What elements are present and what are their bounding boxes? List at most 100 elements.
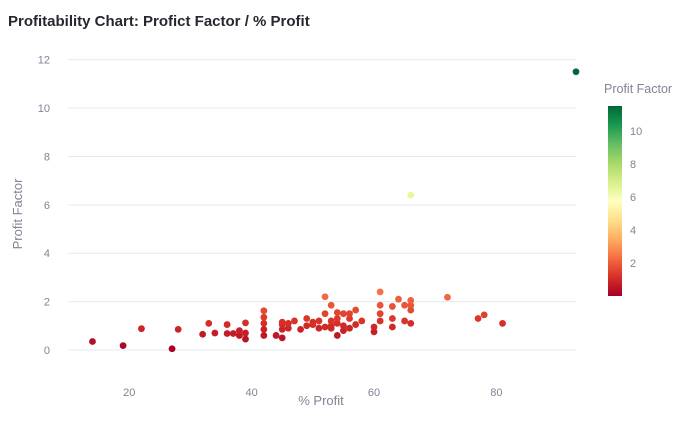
data-point[interactable] bbox=[401, 317, 409, 325]
data-point[interactable] bbox=[260, 319, 268, 327]
colorscale-bar bbox=[608, 106, 622, 296]
data-point[interactable] bbox=[407, 306, 415, 314]
data-point[interactable] bbox=[242, 335, 249, 343]
data-point[interactable] bbox=[376, 317, 384, 325]
data-point[interactable] bbox=[260, 326, 268, 333]
data-point[interactable] bbox=[223, 330, 231, 337]
data-point[interactable] bbox=[303, 322, 311, 330]
data-point[interactable] bbox=[321, 310, 329, 318]
y-tick-label: 2 bbox=[44, 297, 50, 309]
data-point[interactable] bbox=[199, 330, 207, 338]
legend-tick-label: 10 bbox=[630, 126, 642, 138]
data-point[interactable] bbox=[327, 301, 335, 309]
data-point[interactable] bbox=[205, 319, 213, 327]
y-axis-title: Profit Factor bbox=[10, 178, 25, 249]
x-axis-ticks: 20 40 60 80 bbox=[123, 387, 502, 399]
data-point[interactable] bbox=[401, 301, 409, 309]
data-point[interactable] bbox=[138, 325, 145, 333]
data-point[interactable] bbox=[321, 323, 329, 331]
data-point[interactable] bbox=[474, 315, 482, 322]
data-point[interactable] bbox=[174, 326, 182, 333]
data-point[interactable] bbox=[358, 317, 366, 325]
color-legend: Profit Factor 2 4 6 8 10 bbox=[604, 82, 672, 296]
data-point[interactable] bbox=[352, 306, 360, 314]
data-point[interactable] bbox=[388, 323, 396, 331]
y-tick-label: 10 bbox=[38, 103, 50, 115]
y-tick-label: 0 bbox=[44, 345, 50, 357]
data-point[interactable] bbox=[340, 310, 347, 318]
data-point[interactable] bbox=[242, 329, 249, 337]
legend-tick-label: 2 bbox=[630, 258, 636, 270]
chart-title: Profitability Chart: Profict Factor / % … bbox=[8, 13, 310, 30]
data-point[interactable] bbox=[119, 342, 127, 350]
data-point[interactable] bbox=[327, 317, 335, 325]
data-point[interactable] bbox=[235, 332, 243, 339]
data-point[interactable] bbox=[327, 322, 335, 330]
legend-tick-label: 8 bbox=[630, 159, 636, 171]
data-points[interactable] bbox=[89, 68, 580, 353]
data-point[interactable] bbox=[333, 315, 341, 322]
gridlines bbox=[68, 59, 576, 351]
data-point[interactable] bbox=[242, 319, 249, 327]
data-point[interactable] bbox=[321, 293, 329, 301]
data-point[interactable] bbox=[346, 324, 353, 332]
data-point[interactable] bbox=[480, 311, 488, 319]
x-tick-label: 80 bbox=[490, 387, 502, 399]
data-point[interactable] bbox=[278, 334, 286, 342]
data-point[interactable] bbox=[223, 321, 231, 328]
data-point[interactable] bbox=[407, 191, 415, 199]
data-point[interactable] bbox=[260, 313, 268, 321]
data-point[interactable] bbox=[395, 295, 402, 303]
data-point[interactable] bbox=[340, 322, 347, 330]
data-point[interactable] bbox=[346, 315, 353, 322]
data-point[interactable] bbox=[407, 301, 415, 309]
y-axis-ticks: 0 2 4 6 8 10 12 bbox=[38, 55, 50, 357]
data-point[interactable] bbox=[333, 332, 341, 339]
data-point[interactable] bbox=[309, 318, 317, 326]
data-point[interactable] bbox=[572, 68, 580, 76]
data-point[interactable] bbox=[388, 303, 396, 310]
x-tick-label: 40 bbox=[245, 387, 257, 399]
data-point[interactable] bbox=[303, 315, 311, 322]
data-point[interactable] bbox=[284, 319, 292, 327]
data-point[interactable] bbox=[370, 323, 378, 331]
y-tick-label: 6 bbox=[44, 200, 50, 212]
data-point[interactable] bbox=[444, 293, 451, 301]
data-point[interactable] bbox=[376, 301, 384, 309]
data-point[interactable] bbox=[291, 317, 298, 325]
data-point[interactable] bbox=[333, 309, 341, 316]
data-point[interactable] bbox=[235, 327, 243, 335]
data-point[interactable] bbox=[376, 288, 384, 296]
x-axis-title: % Profit bbox=[298, 393, 344, 408]
data-point[interactable] bbox=[284, 324, 292, 332]
data-point[interactable] bbox=[89, 338, 96, 345]
data-point[interactable] bbox=[370, 328, 378, 336]
data-point[interactable] bbox=[315, 324, 323, 332]
data-point[interactable] bbox=[333, 319, 341, 327]
data-point[interactable] bbox=[278, 318, 286, 326]
data-point[interactable] bbox=[407, 296, 415, 304]
data-point[interactable] bbox=[260, 307, 268, 315]
data-point[interactable] bbox=[297, 326, 304, 333]
data-point[interactable] bbox=[168, 345, 176, 353]
data-point[interactable] bbox=[352, 321, 360, 328]
data-point[interactable] bbox=[229, 330, 237, 337]
y-tick-label: 12 bbox=[38, 55, 50, 67]
data-point[interactable] bbox=[340, 327, 347, 335]
data-point[interactable] bbox=[260, 332, 268, 339]
legend-title: Profit Factor bbox=[604, 82, 672, 96]
data-point[interactable] bbox=[346, 310, 353, 318]
legend-tick-label: 6 bbox=[630, 192, 636, 204]
data-point[interactable] bbox=[272, 332, 280, 339]
data-point[interactable] bbox=[211, 329, 219, 337]
x-tick-label: 20 bbox=[123, 387, 135, 399]
data-point[interactable] bbox=[278, 326, 286, 333]
y-tick-label: 8 bbox=[44, 151, 50, 163]
data-point[interactable] bbox=[376, 310, 384, 318]
x-tick-label: 60 bbox=[368, 387, 380, 399]
data-point[interactable] bbox=[388, 315, 396, 322]
data-point[interactable] bbox=[499, 319, 506, 327]
data-point[interactable] bbox=[407, 319, 415, 327]
data-point[interactable] bbox=[315, 317, 323, 325]
